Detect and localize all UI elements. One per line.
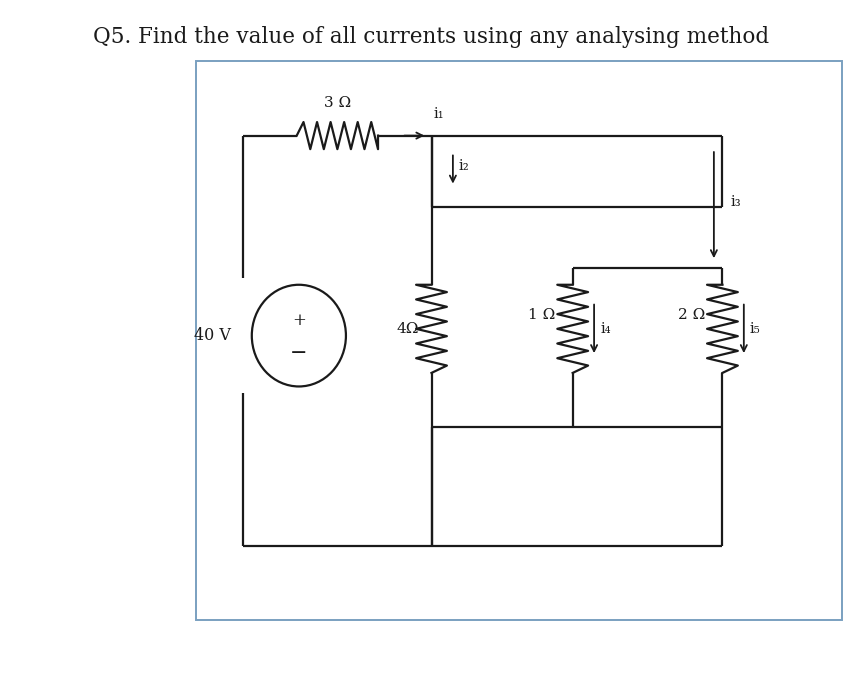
- Text: +: +: [292, 312, 306, 330]
- Text: −: −: [290, 344, 307, 363]
- Text: 3 Ω: 3 Ω: [324, 96, 351, 110]
- Text: i₃: i₃: [731, 195, 741, 209]
- Text: i₂: i₂: [459, 159, 469, 173]
- Text: 1 Ω: 1 Ω: [528, 308, 556, 322]
- Text: 40 V: 40 V: [193, 327, 230, 344]
- Text: i₅: i₅: [750, 322, 760, 336]
- Text: Q5. Find the value of all currents using any analysing method: Q5. Find the value of all currents using…: [93, 26, 770, 48]
- FancyBboxPatch shape: [196, 61, 842, 620]
- Text: i₄: i₄: [600, 322, 611, 336]
- Text: 4Ω: 4Ω: [396, 322, 419, 336]
- Text: i₁: i₁: [433, 106, 444, 121]
- Text: 2 Ω: 2 Ω: [678, 308, 705, 322]
